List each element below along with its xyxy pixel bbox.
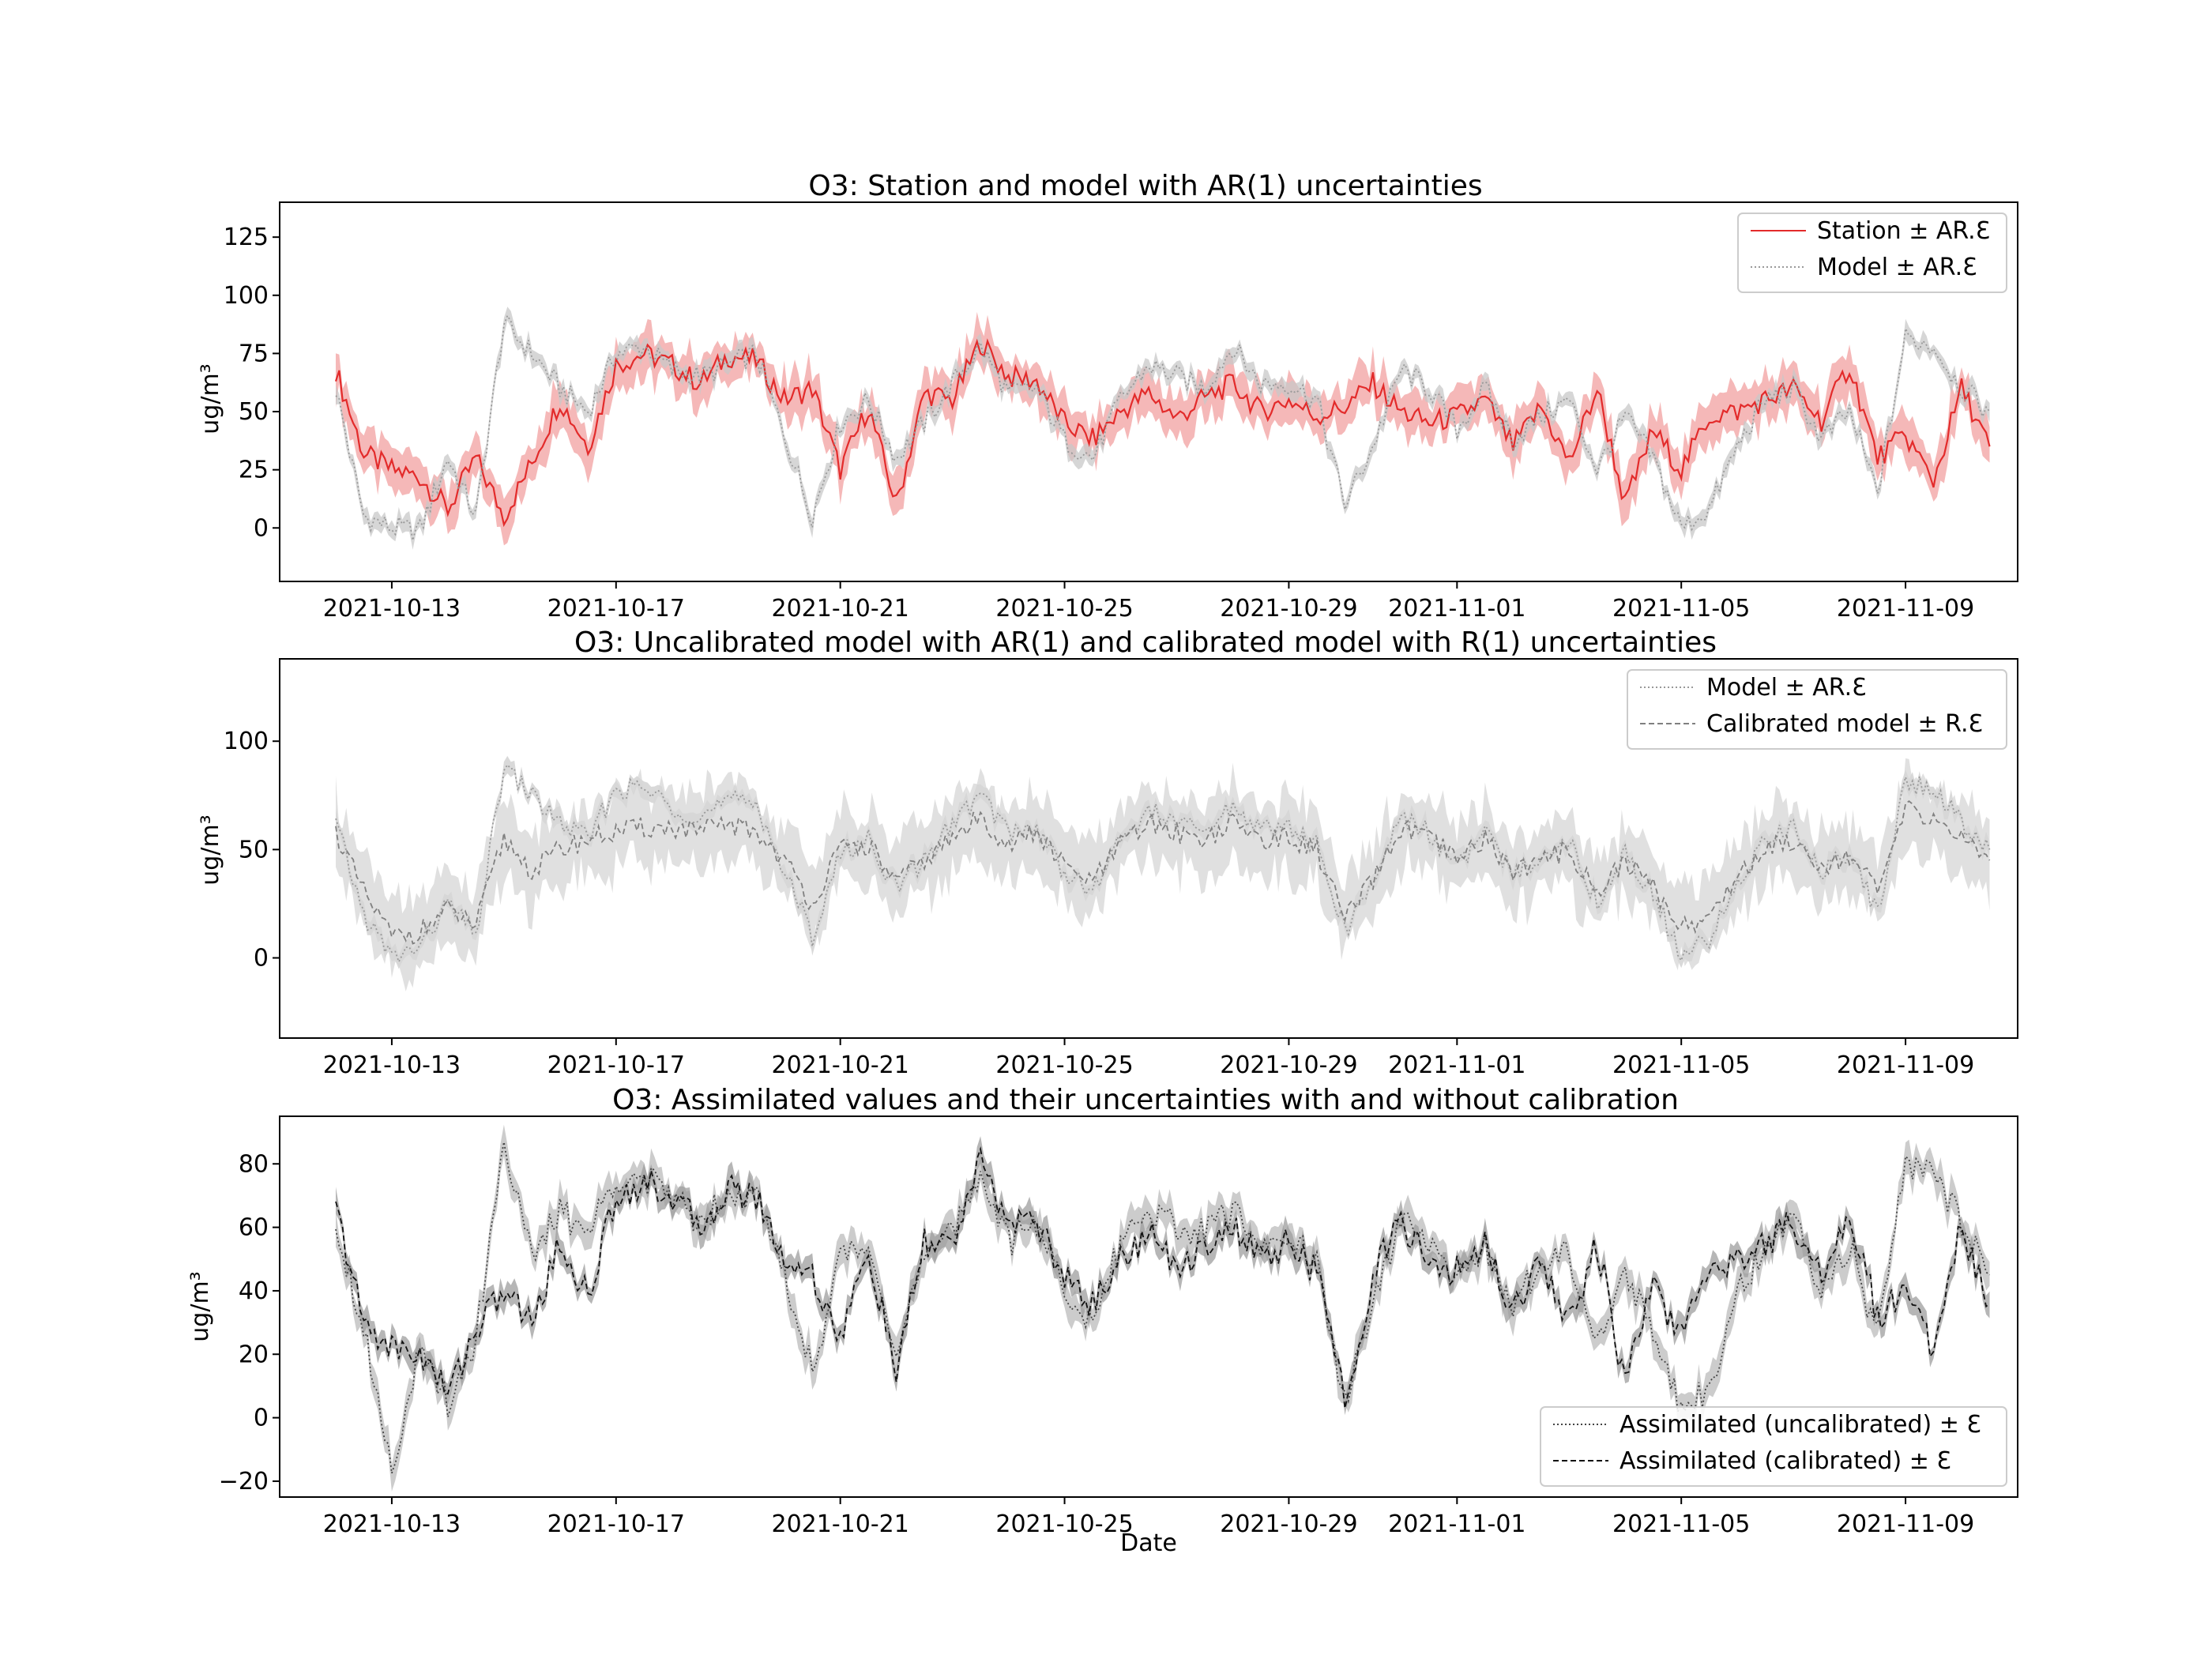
chart-2-series-line-2: [335, 799, 1991, 945]
chart-panel-2: O3: Uncalibrated model with AR(1) and ca…: [197, 626, 2018, 1079]
chart-1-bands: [336, 307, 1990, 550]
chart-2-legend-label-2: Calibrated model ± R.Ɛ: [1706, 710, 1983, 738]
chart-3-ytick-label: 80: [239, 1150, 269, 1178]
chart-3-ytick-label: 40: [239, 1277, 269, 1305]
chart-3-xtick-label: 2021-10-25: [995, 1510, 1133, 1538]
chart-3-legend-label-2: Assimilated (calibrated) ± Ɛ: [1620, 1447, 1951, 1475]
chart-1-frame: [279, 201, 2018, 582]
chart-1-ylabel: ug/m³: [197, 363, 224, 434]
chart-2-ylabel: ug/m³: [197, 814, 224, 885]
chart-1-xtick-label: 2021-11-01: [1388, 595, 1525, 623]
chart-2-legend-box: [1627, 669, 2007, 750]
chart-1-xaxis: 2021-10-13 2021-10-17 2021-10-21 2021-10-25…: [323, 581, 1974, 623]
chart-3-series-line-1: [335, 1142, 1991, 1474]
chart-2-xtick-label: 2021-10-21: [771, 1051, 908, 1079]
chart-2-ytick-label: 100: [224, 728, 269, 755]
chart-2-legend: Model ± AR.Ɛ Calibrated model ± R.Ɛ: [1627, 669, 2007, 750]
chart-3-band-1: [336, 1124, 1990, 1492]
chart-1-yaxis: 0 25 50 75 100 125: [224, 224, 280, 542]
chart-3-legend-box: [1540, 1406, 2007, 1487]
chart-1-ytick-label: 100: [224, 282, 269, 310]
chart-1-xtick-label: 2021-10-21: [771, 595, 908, 623]
chart-2-frame: [279, 658, 2018, 1039]
chart-1-legend-label-2: Model ± AR.Ɛ: [1817, 254, 1977, 281]
chart-2-xtick-label: 2021-11-05: [1612, 1051, 1750, 1079]
chart-3-legend-label-1: Assimilated (uncalibrated) ± Ɛ: [1620, 1411, 1981, 1439]
chart-3-title: O3: Assimilated values and their uncerta…: [612, 1084, 1679, 1116]
chart-2-xtick-label: 2021-10-13: [323, 1051, 461, 1079]
chart-1-ytick-label: 0: [254, 514, 269, 542]
chart-1-xtick-label: 2021-10-25: [995, 595, 1133, 623]
chart-1-lines: [334, 314, 1991, 541]
chart-1-xtick-label: 2021-10-17: [547, 595, 685, 623]
chart-3-xtick-label: 2021-11-05: [1612, 1510, 1750, 1538]
chart-2-title: O3: Uncalibrated model with AR(1) and ca…: [574, 626, 1717, 659]
chart-3-ytick-label: 0: [254, 1405, 269, 1432]
chart-1-xtick-label: 2021-10-13: [323, 595, 461, 623]
chart-1-xtick-label: 2021-11-09: [1837, 595, 1974, 623]
chart-2-bands: [336, 755, 1990, 991]
chart-3-xtick-label: 2021-10-21: [771, 1510, 908, 1538]
chart-3-ylabel: ug/m³: [186, 1271, 214, 1341]
chart-2-xtick-label: 2021-10-17: [547, 1051, 685, 1079]
chart-2-xtick-label: 2021-11-01: [1388, 1051, 1525, 1079]
chart-1-ytick-label: 75: [239, 340, 269, 367]
chart-1-title: O3: Station and model with AR(1) uncerta…: [808, 170, 1482, 202]
chart-3-xtick-label: 2021-10-29: [1220, 1510, 1357, 1538]
chart-3-frame: [279, 1115, 2018, 1498]
chart-3-ytick-label: 60: [239, 1214, 269, 1242]
chart-3-ytick-label: 20: [239, 1341, 269, 1368]
chart-3-xtick-label: 2021-10-13: [323, 1510, 461, 1538]
chart-2-band-2: [336, 758, 1990, 991]
x-axis-label: Date: [1120, 1529, 1177, 1557]
chart-2-ytick-label: 50: [239, 836, 269, 863]
chart-3-xtick-label: 2021-11-01: [1388, 1510, 1525, 1538]
chart-1-ytick-label: 50: [239, 398, 269, 426]
chart-1-band-1: [336, 311, 1990, 546]
chart-3-legend: Assimilated (uncalibrated) ± Ɛ Assimilate…: [1540, 1406, 2007, 1487]
chart-1-xtick-label: 2021-11-05: [1612, 595, 1750, 623]
chart-1-legend-box: [1737, 213, 2007, 293]
chart-2-ytick-label: 0: [254, 945, 269, 972]
chart-panel-1: O3: Station and model with AR(1) uncerta…: [197, 170, 2018, 623]
chart-1-series-line-2: [335, 314, 1991, 541]
chart-2-lines: [335, 763, 1991, 964]
chart-3-series-line-2: [335, 1146, 1991, 1409]
chart-1-legend-label-1: Station ± AR.Ɛ: [1817, 217, 1990, 245]
chart-3-xaxis: 2021-10-13 2021-10-17 2021-10-21 2021-10-25…: [323, 1497, 1974, 1538]
chart-panel-3: O3: Assimilated values and their uncerta…: [186, 1084, 2018, 1538]
chart-3-bands: [336, 1124, 1990, 1492]
chart-2-yaxis: 0 50 100: [224, 728, 280, 972]
chart-1-xtick-label: 2021-10-29: [1220, 595, 1357, 623]
chart-1-series-line-1: [334, 338, 1991, 528]
chart-3-lines: [335, 1142, 1991, 1474]
chart-2-xtick-label: 2021-10-25: [995, 1051, 1133, 1079]
chart-3-ytick-label: −20: [219, 1468, 269, 1495]
chart-3-xtick-label: 2021-11-09: [1837, 1510, 1974, 1538]
chart-1-legend: Station ± AR.Ɛ Model ± AR.Ɛ: [1737, 213, 2007, 293]
chart-2-xtick-label: 2021-10-29: [1220, 1051, 1357, 1079]
chart-2-legend-label-1: Model ± AR.Ɛ: [1706, 674, 1867, 702]
chart-1-ytick-label: 125: [224, 224, 269, 251]
chart-2-xtick-label: 2021-11-09: [1837, 1051, 1974, 1079]
chart-3-yaxis: −20 0 20 40 60 80: [219, 1150, 280, 1495]
chart-3-xtick-label: 2021-10-17: [547, 1510, 685, 1538]
chart-2-xaxis: 2021-10-13 2021-10-17 2021-10-21 2021-10-25…: [323, 1038, 1974, 1079]
chart-2-series-line-1: [335, 763, 1991, 964]
chart-1-ytick-label: 25: [239, 457, 269, 484]
